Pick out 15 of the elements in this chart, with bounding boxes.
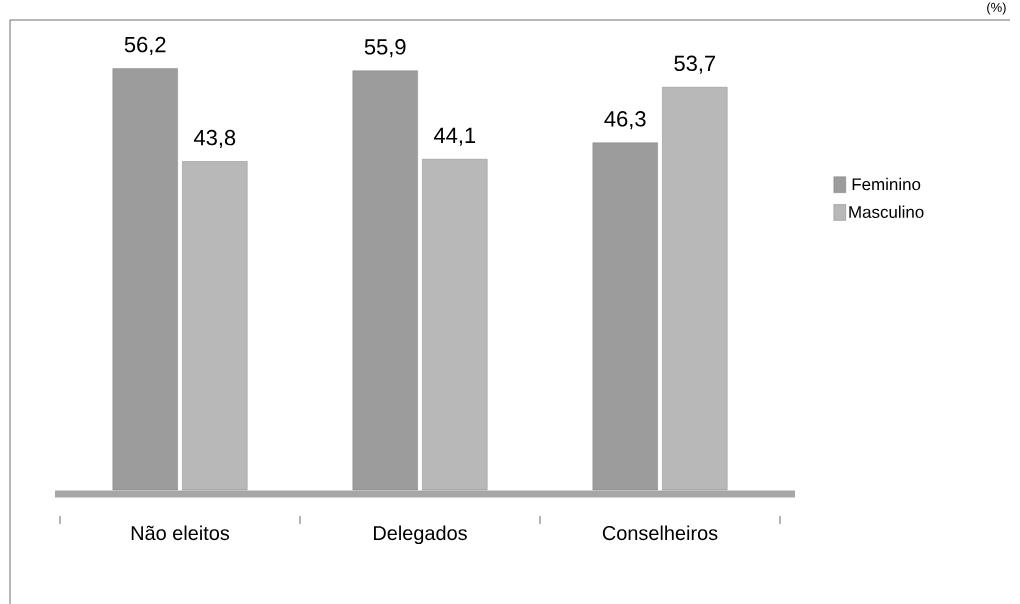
bar	[662, 87, 728, 491]
data-label: 46,3	[604, 111, 646, 130]
legend-label: Masculino	[849, 205, 924, 219]
bar	[422, 159, 488, 491]
legend-label: Feminino	[852, 177, 921, 191]
data-label: 53,7	[674, 55, 716, 74]
data-label: 44,1	[433, 127, 476, 146]
data-label: 43,8	[193, 129, 236, 148]
data-label: 55,9	[364, 39, 406, 58]
x-tick-label: Delegados	[374, 525, 467, 545]
text: (%)	[987, 2, 1006, 15]
data-label: 56,2	[124, 36, 166, 55]
x-tick-label: Conselheiros	[602, 525, 718, 541]
x-tick-label: Não eleitos	[131, 525, 230, 541]
bar	[182, 161, 248, 491]
